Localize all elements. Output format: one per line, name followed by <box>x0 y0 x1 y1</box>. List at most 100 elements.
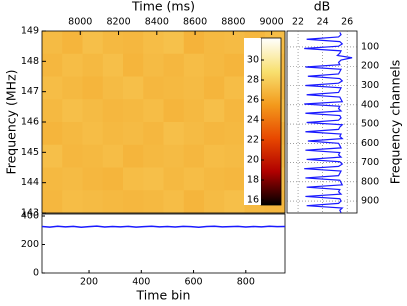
y-tick-label: 700 <box>361 157 379 168</box>
y-tick-label: 145 <box>21 147 39 158</box>
heatmap-cell <box>123 122 144 146</box>
heatmap-cell <box>123 99 144 123</box>
heatmap-cell <box>224 122 245 146</box>
heatmap-cell <box>102 53 124 77</box>
heatmap-cell <box>204 122 225 146</box>
heatmap-cell <box>123 190 144 214</box>
y-tick-label: 0 <box>33 268 39 279</box>
heatmap-cell <box>143 122 164 146</box>
y-tick-label: 200 <box>361 61 379 72</box>
x-tick-label: 8200 <box>106 17 130 28</box>
heatmap-cell <box>183 122 205 146</box>
plot-frame <box>41 213 286 274</box>
heatmap-cell <box>82 144 104 168</box>
heatmap-cell <box>123 76 144 100</box>
heatmap-cell <box>183 76 205 100</box>
heatmap-cell <box>163 122 185 146</box>
x-axis-label: Time bin <box>136 288 191 303</box>
heatmap-cell <box>183 190 205 214</box>
heatmap-cell <box>163 53 185 77</box>
heatmap-cell <box>62 190 83 214</box>
heatmap-cell <box>62 31 83 55</box>
heatmap-cell <box>224 76 245 100</box>
heatmap-cell <box>123 53 144 77</box>
y-tick-label: 147 <box>21 86 39 97</box>
heatmap-cell <box>204 53 225 77</box>
heatmap-cell <box>82 167 104 191</box>
heatmap-cell <box>42 190 63 214</box>
heatmap-cell <box>102 99 124 123</box>
heatmap-cell <box>143 190 164 214</box>
x-tick-label: 8000 <box>68 17 92 28</box>
x-tick-label: 8400 <box>145 17 169 28</box>
heatmap-cell <box>143 144 164 168</box>
x-tick-label: 600 <box>184 277 202 288</box>
heatmap-cell <box>204 76 225 100</box>
plot-frame <box>286 30 358 214</box>
heatmap-cell <box>42 167 63 191</box>
colorbar-tick-label: 30 <box>247 55 259 66</box>
y-tick-label: 100 <box>361 41 379 52</box>
y-tick-label: 200 <box>21 239 39 250</box>
heatmap-cell <box>224 190 245 214</box>
heatmap-cell <box>42 99 63 123</box>
heatmap-cell <box>143 76 164 100</box>
y-tick-label: 144 <box>21 177 39 188</box>
heatmap-cell <box>204 144 225 168</box>
heatmap-cell <box>224 99 245 123</box>
heatmap-cell <box>42 53 63 77</box>
y-tick-label: 900 <box>361 196 379 207</box>
colorbar-tick-label: 16 <box>247 195 259 206</box>
x-tick-label: 400 <box>132 277 150 288</box>
x-tick-label: 9000 <box>260 17 284 28</box>
colorbar-tick-label: 26 <box>247 95 259 106</box>
heatmap-cell <box>143 53 164 77</box>
heatmap-cell <box>183 31 205 55</box>
heatmap-cell <box>204 190 225 214</box>
heatmap-cell <box>224 53 245 77</box>
heatmap-cell <box>143 167 164 191</box>
spectrum-line <box>304 32 353 213</box>
heatmap-cell <box>123 167 144 191</box>
y-tick-label: 400 <box>21 210 39 221</box>
heatmap-cell <box>183 167 205 191</box>
colorbar-tick-label: 22 <box>247 135 259 146</box>
heatmap-cell <box>62 76 83 100</box>
heatmap-cell <box>82 53 104 77</box>
y-axis-label: Frequency channels <box>388 60 403 185</box>
heatmap-cell <box>224 31 245 55</box>
heatmap-cell <box>42 31 63 55</box>
heatmap-cell <box>204 31 225 55</box>
x-tick-label: 8600 <box>183 17 207 28</box>
y-tick-label: 800 <box>361 176 379 187</box>
heatmap-cell <box>183 99 205 123</box>
x-tick-label: 22 <box>292 17 304 28</box>
heatmap-cell <box>42 144 63 168</box>
heatmap-cell <box>163 76 185 100</box>
x-tick-label: 800 <box>237 277 255 288</box>
heatmap-cell <box>123 144 144 168</box>
heatmap-cell <box>183 144 205 168</box>
heatmap-cell <box>163 144 185 168</box>
y-tick-label: 500 <box>361 119 379 130</box>
heatmap-cell <box>224 144 245 168</box>
heatmap-cell <box>82 31 104 55</box>
heatmap-cell <box>62 53 83 77</box>
heatmap-cell <box>143 31 164 55</box>
heatmap-cell <box>82 99 104 123</box>
heatmap-cell <box>102 144 124 168</box>
heatmap-cell <box>163 99 185 123</box>
x-tick-label: 24 <box>317 17 329 28</box>
x-axis-label: Time (ms) <box>131 0 195 14</box>
heatmap-cell <box>102 31 124 55</box>
colorbar-tick-label: 20 <box>247 155 259 166</box>
heatmap-cell <box>62 167 83 191</box>
heatmap-cell <box>62 144 83 168</box>
y-tick-label: 300 <box>361 80 379 91</box>
heatmap-cell <box>82 122 104 146</box>
heatmap-cell <box>123 31 144 55</box>
y-tick-label: 149 <box>21 26 39 37</box>
x-tick-label: 8800 <box>221 17 245 28</box>
x-axis-label: dB <box>314 0 331 14</box>
